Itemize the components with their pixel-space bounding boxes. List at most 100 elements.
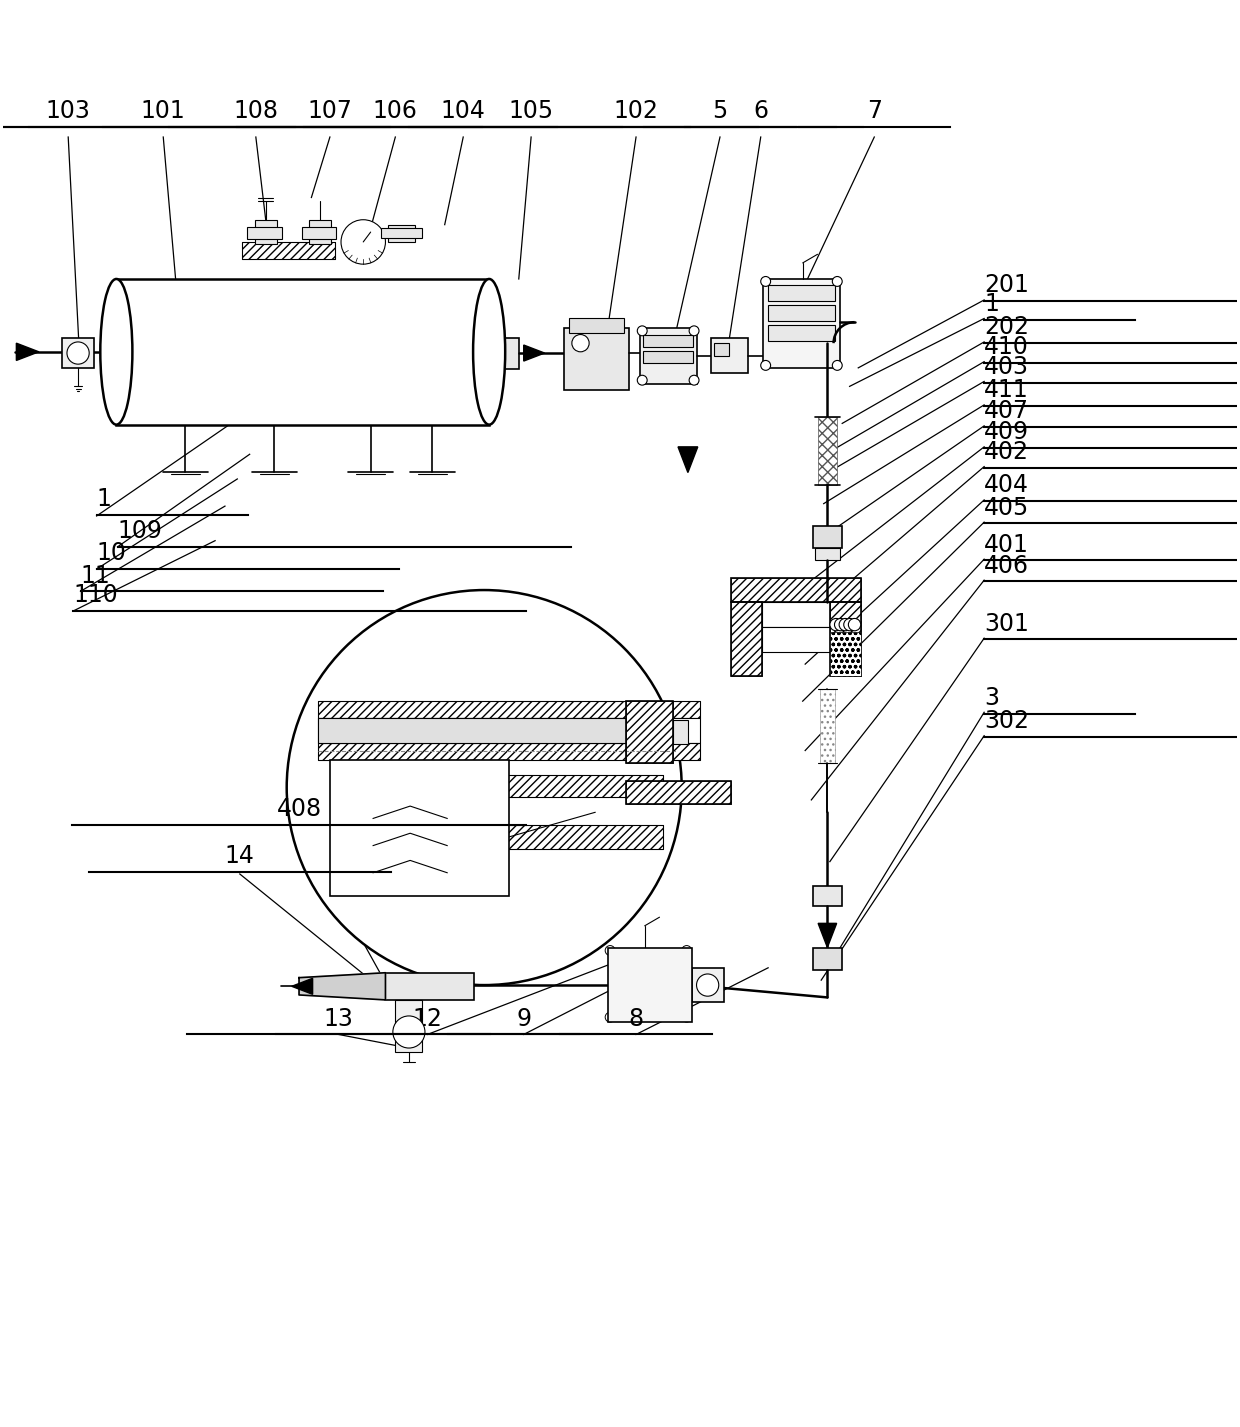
Text: 110: 110: [73, 584, 118, 608]
Bar: [388, 224, 415, 243]
Circle shape: [637, 325, 647, 335]
Bar: [712, 338, 749, 372]
Circle shape: [760, 277, 770, 287]
Text: 7: 7: [867, 100, 882, 124]
Bar: [830, 632, 861, 676]
Text: 410: 410: [985, 335, 1029, 360]
Bar: [732, 578, 861, 602]
Circle shape: [697, 975, 719, 996]
Circle shape: [682, 946, 692, 956]
Text: 103: 103: [46, 100, 91, 124]
Text: 106: 106: [373, 100, 418, 124]
Text: 403: 403: [985, 355, 1029, 380]
Polygon shape: [291, 979, 312, 995]
Circle shape: [637, 375, 647, 385]
Bar: [355, 775, 663, 798]
Bar: [644, 334, 693, 347]
Bar: [692, 968, 724, 1002]
Circle shape: [832, 277, 842, 287]
Text: 301: 301: [985, 612, 1029, 636]
Text: 104: 104: [440, 100, 486, 124]
Text: 406: 406: [985, 554, 1029, 578]
Bar: [317, 718, 626, 743]
Polygon shape: [678, 447, 698, 472]
Bar: [626, 701, 673, 763]
Circle shape: [689, 325, 699, 335]
Text: 405: 405: [985, 495, 1029, 519]
Text: 109: 109: [118, 519, 162, 544]
Bar: [626, 701, 673, 763]
Text: 202: 202: [985, 315, 1029, 340]
Bar: [768, 325, 835, 341]
Text: 11: 11: [81, 564, 110, 588]
Circle shape: [832, 361, 842, 371]
Bar: [301, 227, 336, 240]
Bar: [830, 602, 861, 676]
Bar: [626, 782, 732, 803]
Bar: [242, 243, 335, 260]
Bar: [673, 719, 688, 745]
Text: 404: 404: [985, 474, 1029, 498]
Bar: [569, 318, 624, 334]
Bar: [761, 626, 830, 652]
Bar: [381, 228, 423, 238]
Text: 1: 1: [97, 487, 112, 511]
Circle shape: [605, 1012, 615, 1022]
Circle shape: [682, 1012, 692, 1022]
Text: 401: 401: [985, 532, 1029, 557]
Bar: [732, 578, 861, 602]
Bar: [732, 602, 761, 676]
Bar: [330, 761, 508, 896]
Circle shape: [843, 618, 856, 631]
Text: 8: 8: [629, 1007, 644, 1030]
Circle shape: [830, 618, 842, 631]
Text: 409: 409: [985, 421, 1029, 444]
Text: 102: 102: [614, 100, 658, 124]
Bar: [613, 955, 687, 970]
Polygon shape: [16, 342, 38, 361]
Circle shape: [689, 375, 699, 385]
Text: 14: 14: [224, 843, 254, 868]
Bar: [768, 305, 835, 321]
Bar: [309, 220, 331, 244]
Bar: [830, 602, 861, 676]
Circle shape: [393, 1016, 425, 1047]
Text: 6: 6: [753, 100, 769, 124]
Bar: [732, 602, 761, 676]
Bar: [317, 743, 701, 761]
Ellipse shape: [474, 278, 505, 425]
Bar: [317, 701, 701, 718]
Bar: [317, 701, 701, 718]
Bar: [815, 548, 839, 561]
Bar: [355, 825, 663, 849]
Text: 13: 13: [324, 1007, 353, 1030]
Text: 408: 408: [277, 796, 321, 821]
Circle shape: [848, 618, 861, 631]
Bar: [812, 527, 842, 548]
Bar: [812, 948, 842, 970]
Bar: [768, 285, 835, 301]
Circle shape: [760, 361, 770, 371]
Text: 12: 12: [413, 1007, 443, 1030]
Bar: [812, 886, 842, 906]
Text: 407: 407: [985, 400, 1029, 424]
Circle shape: [605, 946, 615, 956]
Bar: [564, 328, 629, 390]
Bar: [817, 417, 837, 485]
Bar: [820, 689, 835, 763]
Polygon shape: [523, 345, 544, 361]
Ellipse shape: [100, 278, 133, 425]
Circle shape: [835, 618, 847, 631]
Text: 108: 108: [233, 100, 278, 124]
Text: 402: 402: [985, 440, 1029, 464]
Bar: [482, 338, 518, 370]
Text: 1: 1: [985, 293, 999, 315]
Circle shape: [572, 334, 589, 352]
Text: 105: 105: [508, 100, 554, 124]
Bar: [317, 718, 701, 743]
Polygon shape: [818, 923, 837, 948]
Text: 302: 302: [985, 709, 1029, 733]
Text: 10: 10: [97, 541, 126, 565]
Bar: [62, 338, 94, 368]
Bar: [763, 278, 839, 368]
